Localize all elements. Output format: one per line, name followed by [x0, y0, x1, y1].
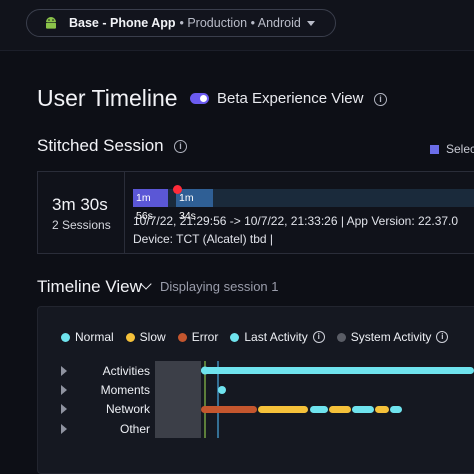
- legend-label: Error: [191, 330, 219, 344]
- row-label-activities: Activities: [102, 364, 150, 378]
- expand-arrow-icon[interactable]: [61, 424, 67, 434]
- network-segment-error: [201, 406, 257, 413]
- system-activity-block[interactable]: [155, 361, 201, 438]
- session-summary: 3m 30s 2 Sessions: [38, 172, 125, 253]
- network-segment-slow: [258, 406, 308, 413]
- displaying-session-label: Displaying session 1: [160, 279, 279, 294]
- timeline-view-title: Timeline View: [37, 277, 142, 296]
- session-card[interactable]: 3m 30s 2 Sessions 1m 56s 1m 34s 10/7/22,…: [37, 171, 474, 254]
- beta-label: Beta Experience View: [217, 90, 364, 107]
- row-label-network: Network: [105, 402, 150, 416]
- info-icon[interactable]: i: [312, 331, 325, 343]
- app-environment: • Production • Android: [179, 16, 301, 30]
- legend-item-normal[interactable]: Normal: [61, 330, 114, 344]
- app-name: Base - Phone App: [69, 16, 176, 30]
- expand-arrow-icon[interactable]: [61, 404, 67, 414]
- stitched-session-title: Stitched Session: [37, 136, 164, 155]
- expand-arrow-icon[interactable]: [61, 385, 67, 395]
- session-duration: 3m 30s: [52, 195, 108, 214]
- legend-dot: [230, 332, 240, 342]
- legend-dot: [61, 332, 70, 342]
- session-count: 2 Sessions: [52, 218, 111, 232]
- moment-dot: [218, 386, 226, 394]
- expand-arrow-icon[interactable]: [61, 366, 67, 376]
- legend-dot: [336, 332, 346, 342]
- app-selector[interactable]: Base - Phone App • Production • Android: [26, 9, 336, 37]
- beta-toggle[interactable]: [190, 93, 209, 104]
- session-bar-track: [133, 189, 474, 207]
- page-title: User Timeline: [37, 85, 178, 111]
- toggle-knob: [200, 95, 207, 102]
- timeline-legend: Normal Slow Error Last Activity i System…: [61, 330, 460, 344]
- caret-down-icon[interactable]: [306, 20, 315, 26]
- session-chip-2[interactable]: 1m 34s: [176, 189, 213, 222]
- info-icon[interactable]: i: [174, 140, 187, 153]
- network-segment-slow: [329, 406, 351, 413]
- android-icon: [46, 17, 56, 29]
- legend-item-last-activity[interactable]: Last Activity i: [230, 330, 325, 344]
- activity-segment: [201, 367, 474, 374]
- session-chip-1[interactable]: 1m 56s: [133, 189, 168, 222]
- network-segment-slow: [375, 406, 389, 413]
- position-marker[interactable]: [173, 185, 182, 194]
- legend-label: System Activity: [350, 330, 432, 344]
- selected-legend-swatch: [430, 145, 439, 154]
- top-bar: Base - Phone App • Production • Android: [0, 0, 474, 51]
- legend-item-system-activity[interactable]: System Activity i: [336, 330, 449, 344]
- info-icon[interactable]: i: [374, 93, 387, 106]
- row-label-other: Other: [119, 422, 150, 436]
- session-device: Device: TCT (Alcatel) tbd |: [133, 232, 274, 246]
- network-segment-normal: [352, 406, 374, 413]
- legend-label: Last Activity: [244, 330, 308, 344]
- legend-dot: [177, 332, 187, 342]
- legend-item-slow[interactable]: Slow: [125, 330, 166, 344]
- activity-dot: [201, 366, 209, 375]
- network-segment-normal: [390, 406, 402, 413]
- row-label-moments: Moments: [100, 383, 150, 397]
- legend-label: Slow: [139, 330, 166, 344]
- info-icon[interactable]: i: [436, 331, 449, 343]
- network-segment-normal: [310, 406, 328, 413]
- selected-legend-label: Selec: [446, 142, 474, 156]
- legend-item-error[interactable]: Error: [177, 330, 219, 344]
- legend-label: Normal: [75, 330, 114, 344]
- legend-dot: [125, 332, 135, 342]
- session-meta: 10/7/22, 21:29:56 -> 10/7/22, 21:33:26 |…: [133, 214, 459, 228]
